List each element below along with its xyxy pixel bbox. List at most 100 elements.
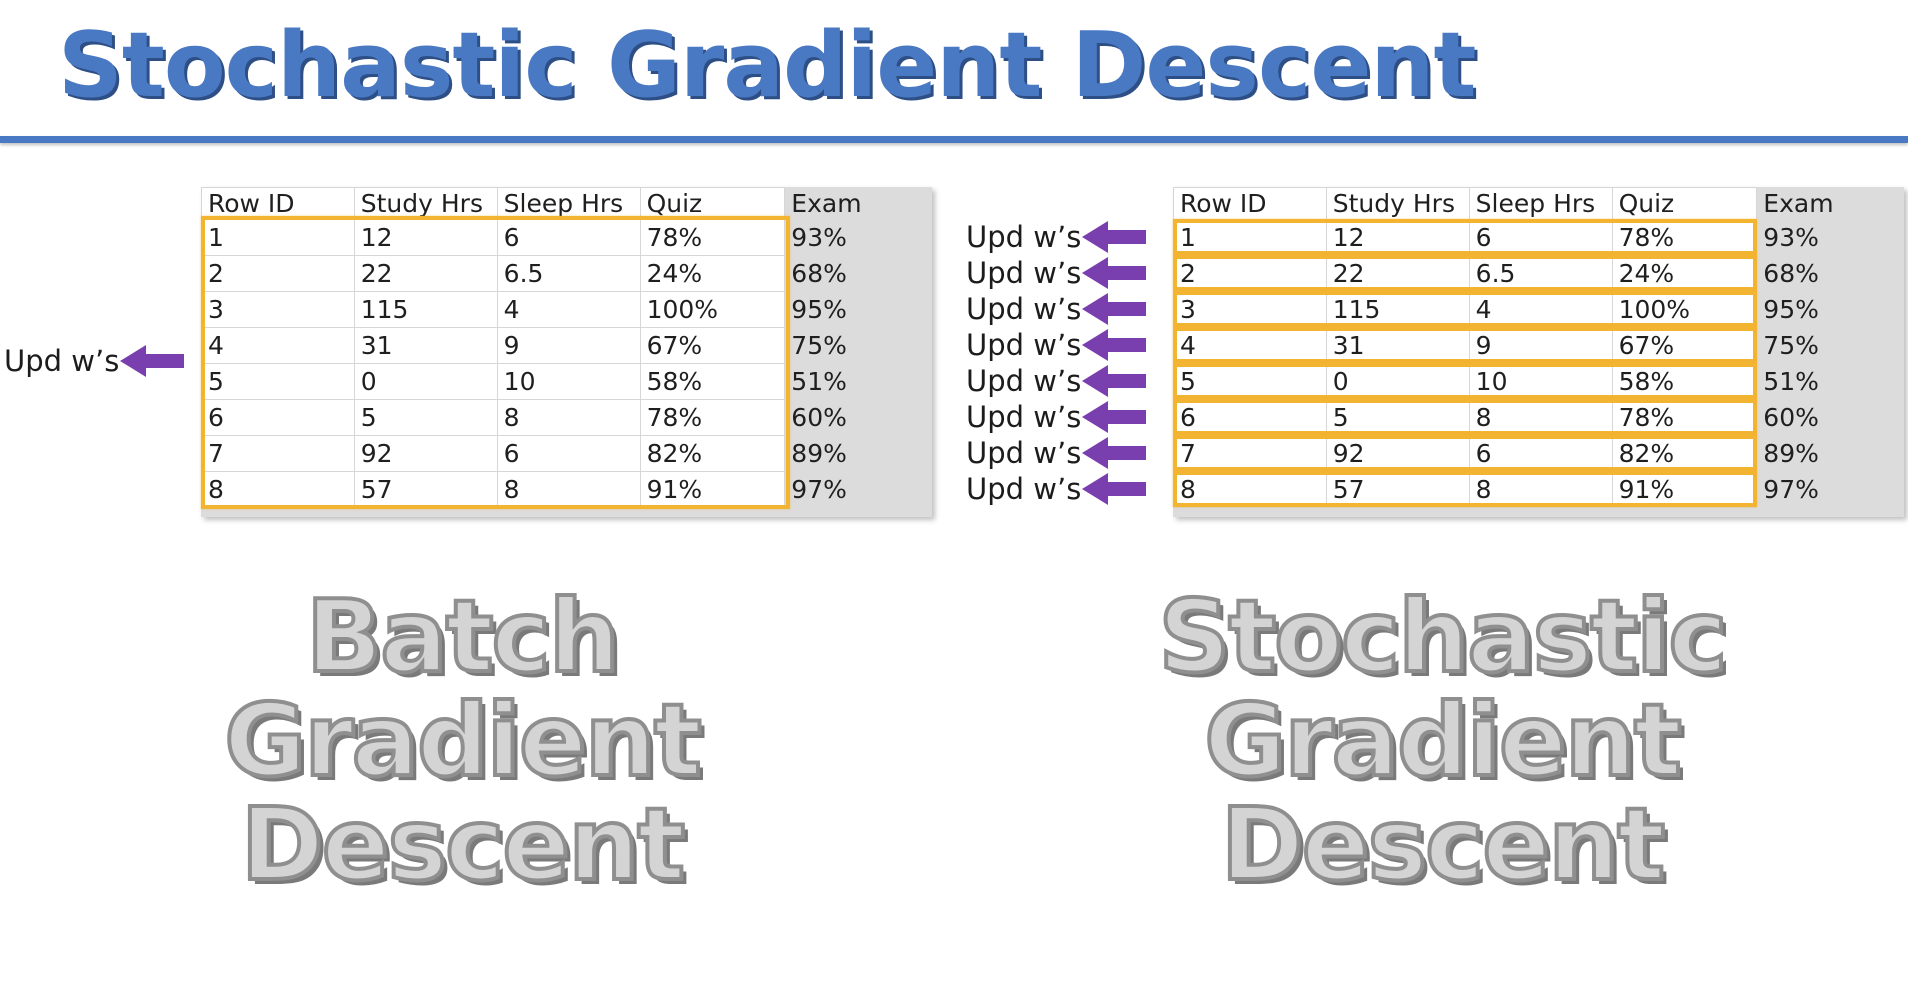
batch-caption-line-2: Gradient	[222, 682, 704, 799]
cell-row-id: 4	[1173, 327, 1327, 364]
cell-row-id: 5	[201, 363, 355, 400]
cell-study-hrs: 5	[353, 399, 498, 436]
table-row: 4 31 9 67% 75%	[201, 327, 932, 364]
cell-study-hrs: 115	[1325, 291, 1470, 328]
header-study-hrs: Study Hrs	[353, 187, 498, 220]
left-arrow-icon	[1082, 473, 1147, 505]
cell-row-id: 8	[1173, 471, 1327, 508]
update-weights-label: Upd w’s	[966, 292, 1082, 326]
cell-exam: 89%	[784, 435, 932, 472]
cell-quiz: 100%	[1611, 291, 1758, 328]
table-row: 1 12 6 78% 93%	[201, 219, 932, 256]
batch-caption-line-1: Batch	[304, 578, 622, 695]
cell-exam: 51%	[1756, 363, 1904, 400]
batch-gd-caption: Batch Gradient Descent	[82, 578, 842, 903]
table-row: 3 115 4 100% 95%	[1173, 291, 1904, 328]
cell-study-hrs: 57	[353, 471, 498, 508]
update-weights-label: Upd w’s	[966, 364, 1082, 398]
stochastic-update-marker: Upd w’s	[966, 291, 1148, 327]
cell-quiz: 82%	[639, 435, 786, 472]
cell-study-hrs: 92	[353, 435, 498, 472]
cell-sleep-hrs: 10	[496, 363, 641, 400]
cell-sleep-hrs: 8	[496, 471, 641, 508]
cell-quiz: 100%	[639, 291, 786, 328]
batch-caption-line-3: Descent	[239, 786, 687, 903]
cell-sleep-hrs: 4	[1468, 291, 1613, 328]
update-weights-label: Upd w’s	[966, 436, 1082, 470]
table-row: 2 22 6.5 24% 68%	[1173, 255, 1904, 292]
cell-quiz: 78%	[1611, 399, 1758, 436]
cell-exam: 93%	[784, 219, 932, 256]
stochastic-update-marker: Upd w’s	[966, 435, 1148, 471]
cell-study-hrs: 12	[353, 219, 498, 256]
header-quiz: Quiz	[639, 187, 786, 220]
update-weights-label: Upd w’s	[966, 328, 1082, 362]
cell-row-id: 3	[1173, 291, 1327, 328]
cell-exam: 68%	[784, 255, 932, 292]
update-weights-label: Upd w’s	[966, 256, 1082, 290]
cell-sleep-hrs: 9	[496, 327, 641, 364]
table-row: 7 92 6 82% 89%	[1173, 435, 1904, 472]
stochastic-update-marker: Upd w’s	[966, 219, 1148, 255]
table-header-row: Row ID Study Hrs Sleep Hrs Quiz Exam	[201, 187, 932, 220]
table-row: 1 12 6 78% 93%	[1173, 219, 1904, 256]
header-sleep-hrs: Sleep Hrs	[1468, 187, 1613, 220]
cell-exam: 89%	[1756, 435, 1904, 472]
batch-table-body: 1 12 6 78% 93% 2 22 6.5 24% 68% 3 115 4 100% 95% 4 31 9 67…	[201, 219, 932, 508]
cell-exam: 95%	[1756, 291, 1904, 328]
table-row: 6 5 8 78% 60%	[1173, 399, 1904, 436]
table-row: 4 31 9 67% 75%	[1173, 327, 1904, 364]
table-row: 3 115 4 100% 95%	[201, 291, 932, 328]
cell-quiz: 91%	[1611, 471, 1758, 508]
cell-row-id: 4	[201, 327, 355, 364]
update-weights-label: Upd w’s	[4, 344, 120, 378]
update-weights-label: Upd w’s	[966, 220, 1082, 254]
cell-study-hrs: 0	[1325, 363, 1470, 400]
cell-exam: 95%	[784, 291, 932, 328]
stochastic-update-marker: Upd w’s	[966, 363, 1148, 399]
header-exam: Exam	[784, 187, 932, 220]
cell-exam: 97%	[784, 471, 932, 508]
left-arrow-icon	[1082, 293, 1147, 325]
cell-quiz: 24%	[639, 255, 786, 292]
cell-sleep-hrs: 8	[1468, 399, 1613, 436]
cell-study-hrs: 31	[353, 327, 498, 364]
batch-data-table: Row ID Study Hrs Sleep Hrs Quiz Exam 1 12…	[201, 187, 932, 508]
cell-exam: 51%	[784, 363, 932, 400]
cell-sleep-hrs: 6	[496, 219, 641, 256]
cell-sleep-hrs: 6	[1468, 435, 1613, 472]
cell-row-id: 7	[201, 435, 355, 472]
title-divider	[0, 136, 1908, 143]
cell-sleep-hrs: 4	[496, 291, 641, 328]
table-row: 7 92 6 82% 89%	[201, 435, 932, 472]
table-header-row: Row ID Study Hrs Sleep Hrs Quiz Exam	[1173, 187, 1904, 220]
header-row-id: Row ID	[201, 187, 355, 220]
table-row: 8 57 8 91% 97%	[201, 471, 932, 508]
cell-sleep-hrs: 10	[1468, 363, 1613, 400]
left-arrow-icon	[1082, 437, 1147, 469]
stochastic-update-marker: Upd w’s	[966, 255, 1148, 291]
cell-quiz: 78%	[639, 399, 786, 436]
stochastic-table-panel: Row ID Study Hrs Sleep Hrs Quiz Exam 1 12…	[1173, 187, 1904, 517]
cell-quiz: 91%	[639, 471, 786, 508]
cell-sleep-hrs: 8	[496, 399, 641, 436]
cell-row-id: 2	[201, 255, 355, 292]
cell-exam: 75%	[1756, 327, 1904, 364]
stochastic-update-marker: Upd w’s	[966, 471, 1148, 507]
cell-sleep-hrs: 9	[1468, 327, 1613, 364]
cell-row-id: 8	[201, 471, 355, 508]
update-weights-label: Upd w’s	[966, 472, 1082, 506]
cell-row-id: 7	[1173, 435, 1327, 472]
cell-sleep-hrs: 6	[496, 435, 641, 472]
cell-row-id: 2	[1173, 255, 1327, 292]
stochastic-data-table: Row ID Study Hrs Sleep Hrs Quiz Exam 1 12…	[1173, 187, 1904, 508]
cell-row-id: 6	[1173, 399, 1327, 436]
cell-exam: 93%	[1756, 219, 1904, 256]
cell-quiz: 24%	[1611, 255, 1758, 292]
header-sleep-hrs: Sleep Hrs	[496, 187, 641, 220]
cell-exam: 60%	[1756, 399, 1904, 436]
slide-title: Stochastic Gradient Descent	[58, 13, 1476, 118]
left-arrow-icon	[1082, 401, 1147, 433]
update-weights-label: Upd w’s	[966, 400, 1082, 434]
